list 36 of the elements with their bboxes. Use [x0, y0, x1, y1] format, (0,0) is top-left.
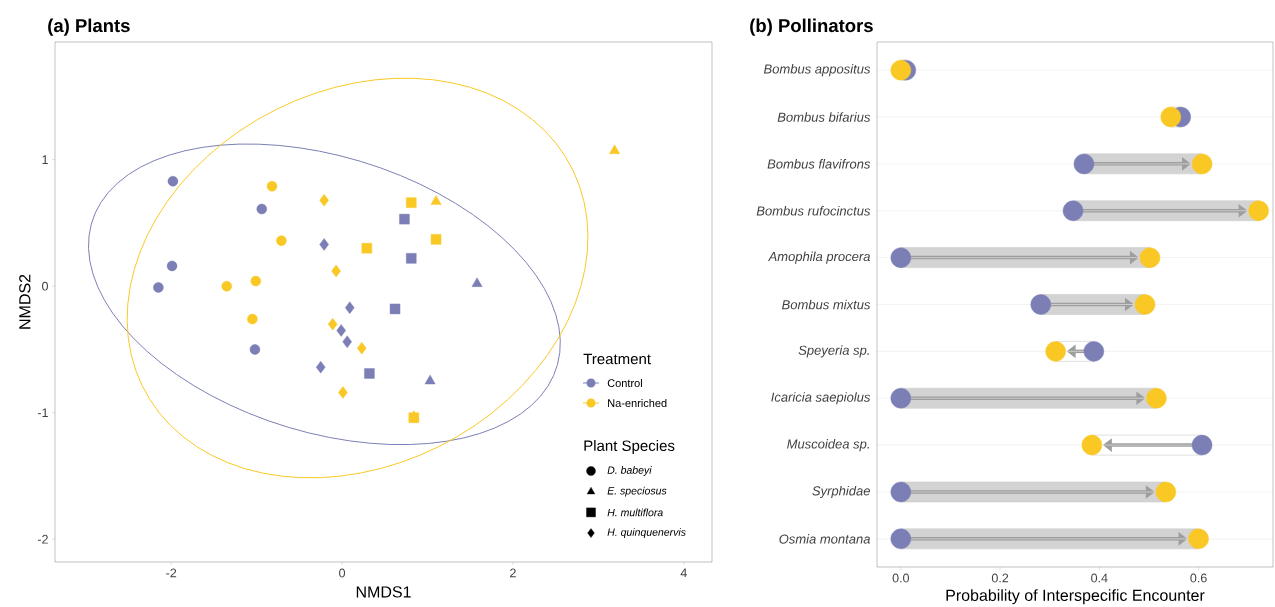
y-tick-label: Bombus rufocinctus [756, 205, 871, 216]
y-tick-label: Osmia montana [779, 533, 871, 544]
chart-title: (b) Pollinators [750, 18, 873, 36]
annotation: H. quinquenervis [607, 527, 686, 538]
x-tick-label: 4 [680, 568, 687, 577]
annotation: H. multiflora [607, 508, 663, 517]
x-tick-label: 0.4 [1091, 573, 1108, 583]
chart-title: (a) Plants [48, 18, 130, 36]
x-tick-label: -2 [166, 568, 177, 578]
y-tick-label: Speyeria sp. [798, 345, 869, 358]
x-tick-label: 0.2 [991, 573, 1009, 583]
x-axis-title: NMDS1 [356, 586, 411, 598]
y-tick-label: Icaricia saepiolus [771, 391, 871, 405]
y-tick-label: Bombus bifarius [777, 111, 871, 122]
x-tick-label: 2 [510, 568, 516, 578]
legend-label: Control [607, 378, 642, 387]
y-tick-label: Syrphidae [812, 485, 870, 498]
legend-label: Na-enriched [608, 398, 667, 407]
y-tick-label: Bombus flavifrons [767, 158, 871, 169]
y-tick-label: Amophila procera [767, 251, 870, 264]
x-tick-label: 0 [339, 568, 346, 578]
y-tick-label: Bombus mixtus [782, 299, 871, 310]
x-tick-label: 0.6 [1190, 573, 1207, 583]
annotation: D. babeyi [607, 465, 652, 476]
x-tick-label: 0.0 [892, 573, 910, 583]
y-tick-label: Muscoidea sp. [787, 438, 869, 451]
y-tick-label: 0 [42, 281, 48, 291]
y-tick-label: Bombus appositus [763, 63, 871, 76]
annotation: Plant Species [584, 439, 675, 454]
x-axis-title: Probability of Interspecific Encounter [946, 589, 1205, 604]
y-tick-label: -1 [37, 408, 48, 417]
y-tick-label: -2 [37, 534, 48, 544]
y-tick-label: 1 [42, 155, 48, 164]
legend-title: Treatment [583, 353, 651, 364]
annotation: E. speciosus [607, 486, 667, 497]
y-axis-title: NMDS2 [19, 274, 31, 329]
